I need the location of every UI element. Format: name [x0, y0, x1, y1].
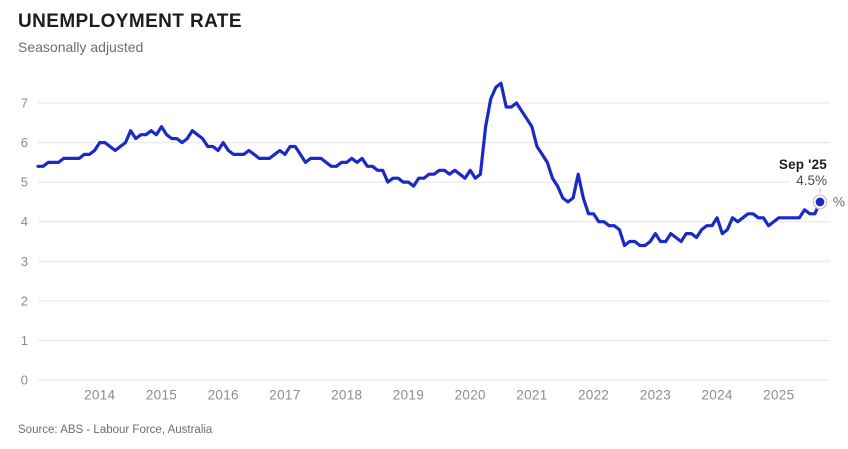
x-tick-label-2020: 2020: [455, 388, 486, 403]
x-tick-label-2019: 2019: [393, 388, 424, 403]
value-label-background: [790, 172, 830, 188]
y-tick-label-3: 3: [21, 254, 28, 269]
y-axis-labels: 0 1 2 3 4 5 6 7: [21, 96, 28, 388]
annotation-date-label: Sep '25: [779, 157, 827, 172]
x-axis-labels: 2014 2015 2016 2017 2018 2019 2020 2021 2022 2023…: [84, 388, 794, 403]
chart-subtitle: Seasonally adjusted: [18, 39, 144, 55]
x-tick-label-2022: 2022: [578, 388, 609, 403]
x-tick-label-2017: 2017: [269, 388, 300, 403]
source-attribution: Source: ABS - Labour Force, Australia: [18, 424, 213, 436]
y-tick-label-4: 4: [21, 214, 28, 229]
x-tick-label-2014: 2014: [84, 388, 115, 403]
end-dot: [815, 197, 825, 207]
y-tick-label-6: 6: [21, 135, 28, 150]
y-tick-label-5: 5: [21, 175, 28, 190]
x-tick-label-2023: 2023: [640, 388, 671, 403]
x-tick-label-2021: 2021: [516, 388, 547, 403]
percent-unit-label: %: [833, 194, 845, 209]
y-tick-label-0: 0: [21, 373, 28, 388]
x-tick-label-2015: 2015: [146, 388, 177, 403]
x-tick-label-2016: 2016: [208, 388, 239, 403]
gridlines: [38, 102, 830, 381]
y-tick-label-2: 2: [21, 293, 28, 308]
y-tick-label-1: 1: [21, 333, 28, 348]
x-tick-label-2025: 2025: [763, 388, 794, 403]
y-tick-label-7: 7: [21, 96, 28, 111]
x-tick-label-2018: 2018: [331, 388, 362, 403]
chart-title: UNEMPLOYMENT RATE: [18, 11, 242, 32]
annotation-value-label: 4.5%: [796, 173, 827, 188]
unemployment-line-series: [36, 81, 822, 248]
x-tick-label-2024: 2024: [701, 388, 732, 403]
